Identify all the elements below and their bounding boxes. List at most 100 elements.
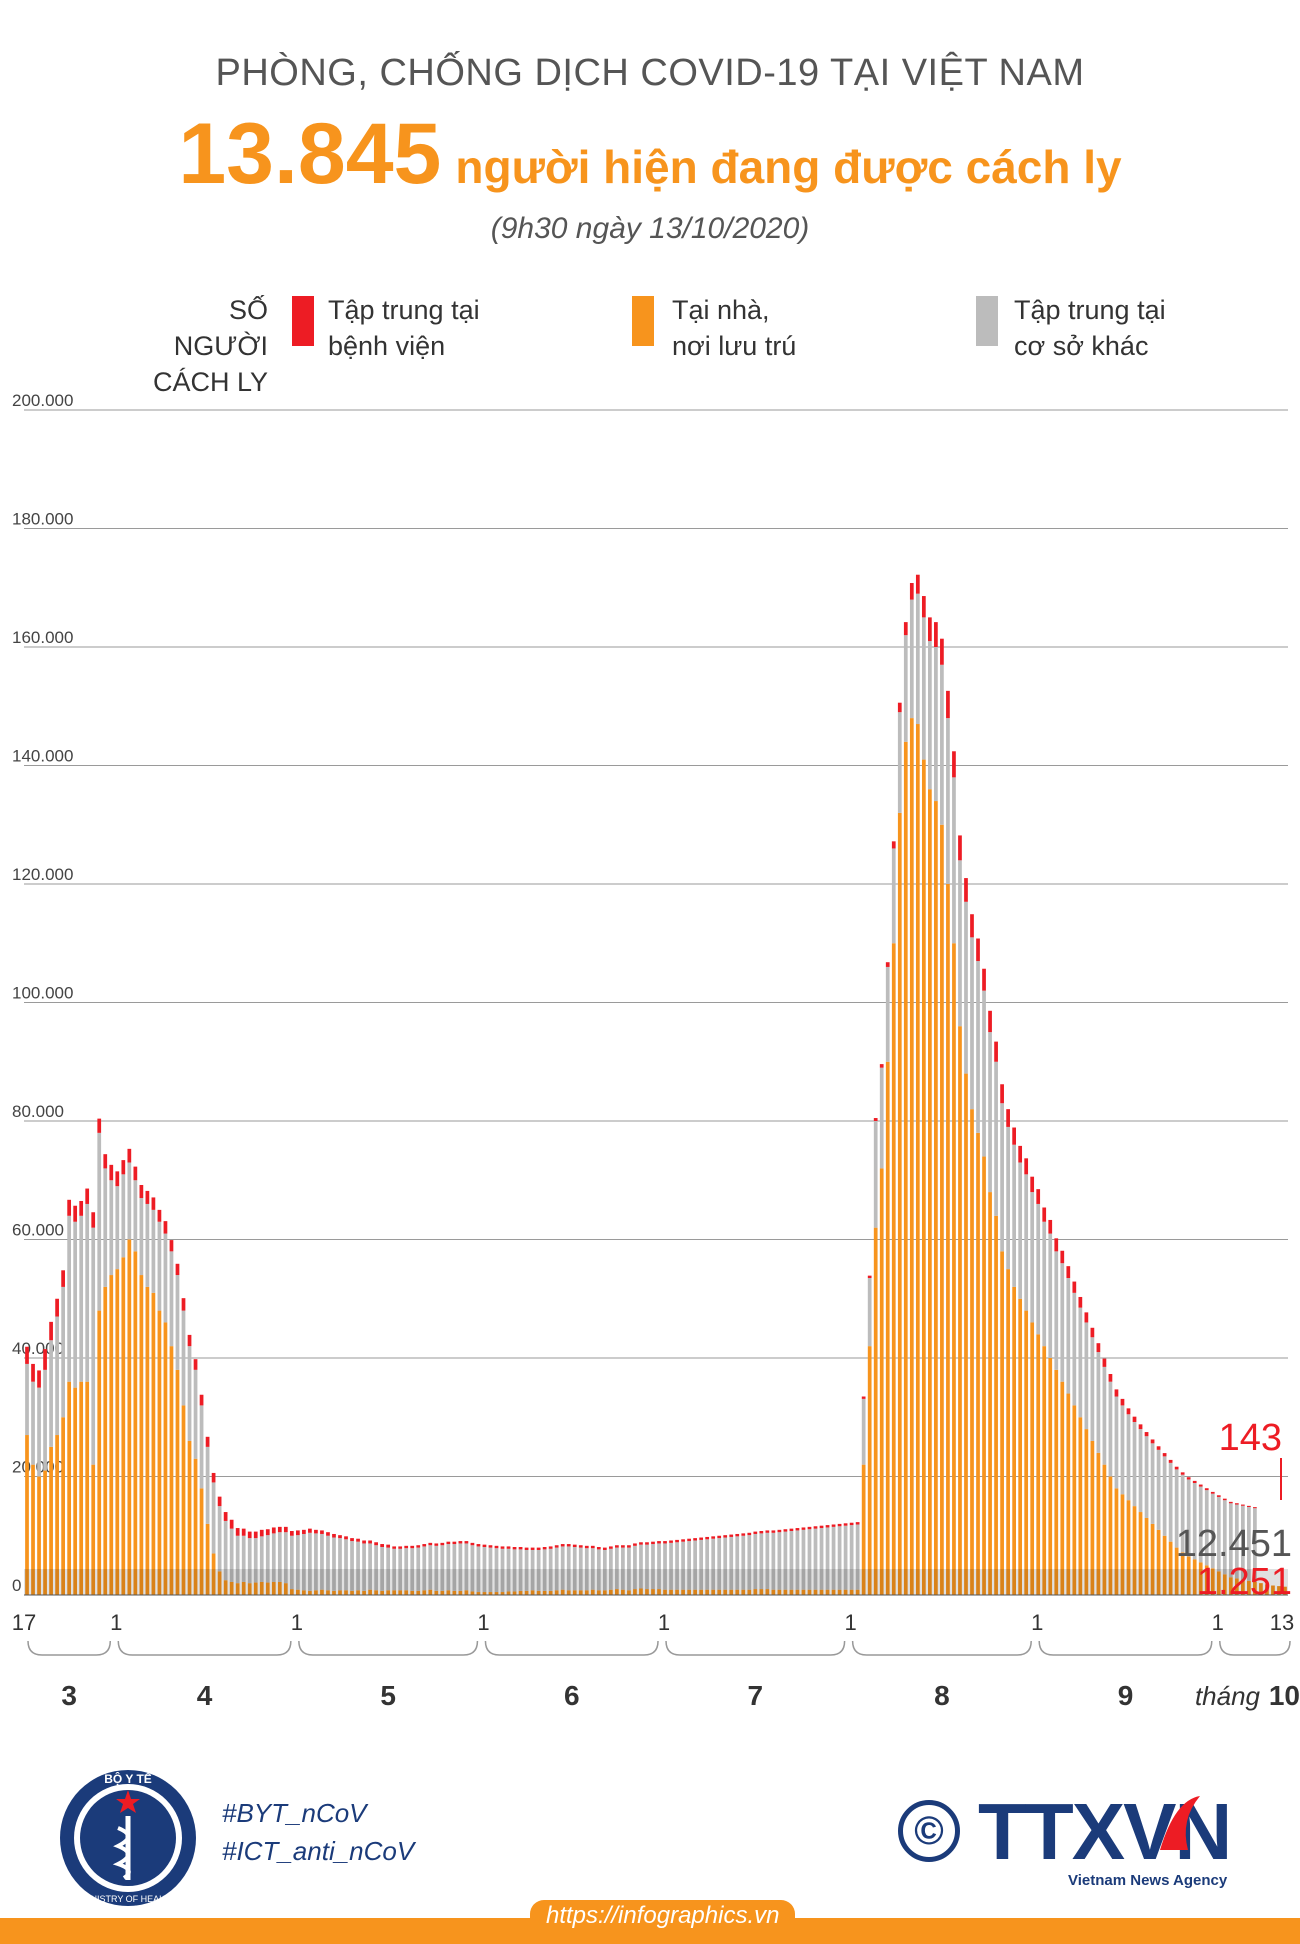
bar-hospital — [109, 1164, 114, 1181]
bar-home — [554, 1590, 559, 1595]
bar-home — [410, 1590, 415, 1595]
bar-other — [807, 1529, 812, 1590]
bar-other — [247, 1538, 252, 1584]
bar-hospital — [1048, 1219, 1053, 1234]
bar-other — [1192, 1483, 1197, 1560]
bar-other — [1247, 1506, 1251, 1581]
bar-home — [416, 1590, 421, 1595]
bar-other — [1210, 1493, 1215, 1569]
bar-other — [1012, 1144, 1016, 1287]
bar-home — [55, 1435, 59, 1595]
bar-home — [1036, 1334, 1041, 1595]
bar-home — [915, 724, 920, 1595]
bar-hospital — [217, 1496, 222, 1507]
bar-home — [1084, 1429, 1089, 1595]
bar-other — [952, 777, 956, 944]
bar-hospital — [1096, 1343, 1101, 1353]
bar-hospital — [964, 878, 968, 902]
bar-hospital — [1156, 1446, 1161, 1450]
website-link[interactable]: https://infographics.vn — [530, 1900, 796, 1932]
bar-other — [1000, 1103, 1004, 1252]
bar-other — [1114, 1396, 1119, 1489]
bar-other — [687, 1541, 691, 1590]
bar-hospital — [1126, 1408, 1131, 1415]
bar-other — [621, 1547, 625, 1590]
bar-hospital — [1210, 1491, 1215, 1494]
bar-hospital — [928, 617, 932, 642]
bar-hospital — [741, 1533, 746, 1536]
bar-other — [1054, 1251, 1059, 1370]
bar-other — [464, 1543, 469, 1591]
bar-other — [717, 1538, 722, 1590]
bar-hospital — [681, 1539, 685, 1542]
bar-other — [735, 1536, 740, 1590]
hashtag-ict: #ICT_anti_nCoV — [222, 1836, 415, 1866]
bar-hospital — [711, 1536, 716, 1539]
legend-hospital-line1: Tập trung tại — [328, 295, 480, 325]
bar-other — [386, 1547, 391, 1591]
bar-home — [139, 1275, 144, 1595]
bar-other — [440, 1545, 445, 1591]
bar-hospital — [807, 1526, 812, 1530]
bar-home — [729, 1589, 734, 1595]
bar-hospital — [362, 1540, 366, 1544]
bar-other — [127, 1162, 132, 1240]
bar-other — [368, 1543, 372, 1590]
bar-other — [1168, 1462, 1173, 1542]
bar-hospital — [988, 1010, 992, 1033]
legend-swatch-home — [632, 296, 654, 346]
month-label: 4 — [197, 1680, 213, 1711]
bar-home — [488, 1592, 493, 1595]
bar-home — [747, 1589, 752, 1595]
bar-other — [921, 617, 926, 760]
bar-hospital — [934, 622, 938, 647]
bar-home — [699, 1589, 704, 1595]
bar-hospital — [524, 1547, 529, 1550]
bar-hospital — [1138, 1424, 1143, 1430]
bar-other — [145, 1203, 150, 1287]
bar-hospital — [229, 1519, 234, 1529]
bar-other — [452, 1544, 457, 1591]
bar-hospital — [1120, 1398, 1125, 1406]
agency-name: Vietnam News Agency — [1068, 1872, 1228, 1889]
bar-hospital — [1168, 1459, 1173, 1463]
bar-hospital — [687, 1538, 691, 1542]
bar-other — [470, 1545, 475, 1592]
bar-hospital — [1247, 1505, 1251, 1507]
bar-home — [1277, 1586, 1281, 1595]
bar-home — [500, 1592, 505, 1595]
bar-home — [235, 1583, 240, 1595]
bar-other — [542, 1549, 547, 1591]
ministry-bottom-text: MINISTRY OF HEALTH — [80, 1894, 175, 1904]
bar-other — [578, 1547, 583, 1591]
bar-other — [789, 1531, 794, 1590]
bar-hospital — [801, 1527, 806, 1530]
bar-hospital — [398, 1546, 403, 1549]
bar-home — [31, 1464, 35, 1595]
bar-home — [741, 1589, 746, 1595]
bar-other — [1060, 1263, 1065, 1382]
bar-other — [861, 1398, 866, 1465]
bar-hospital — [855, 1522, 860, 1525]
bar-home — [380, 1590, 384, 1595]
bar-other — [1180, 1474, 1185, 1553]
bar-hospital — [1108, 1374, 1113, 1382]
bar-hospital — [488, 1545, 493, 1548]
bar-hospital — [1006, 1109, 1010, 1127]
bar-home — [602, 1590, 607, 1595]
bar-home — [362, 1590, 366, 1595]
bar-hospital — [530, 1547, 535, 1550]
bar-hospital — [386, 1544, 391, 1548]
bar-hospital — [1144, 1432, 1149, 1437]
bar-hospital — [645, 1542, 649, 1545]
bar-other — [205, 1446, 210, 1524]
bar-home — [79, 1381, 84, 1595]
bar-home — [560, 1589, 565, 1595]
bar-home — [320, 1589, 324, 1595]
bar-hospital — [470, 1542, 475, 1546]
bar-home — [621, 1589, 625, 1595]
bar-other — [1138, 1429, 1143, 1513]
bar-other — [711, 1538, 716, 1590]
bar-hospital — [103, 1154, 108, 1169]
bar-hospital — [283, 1526, 288, 1533]
